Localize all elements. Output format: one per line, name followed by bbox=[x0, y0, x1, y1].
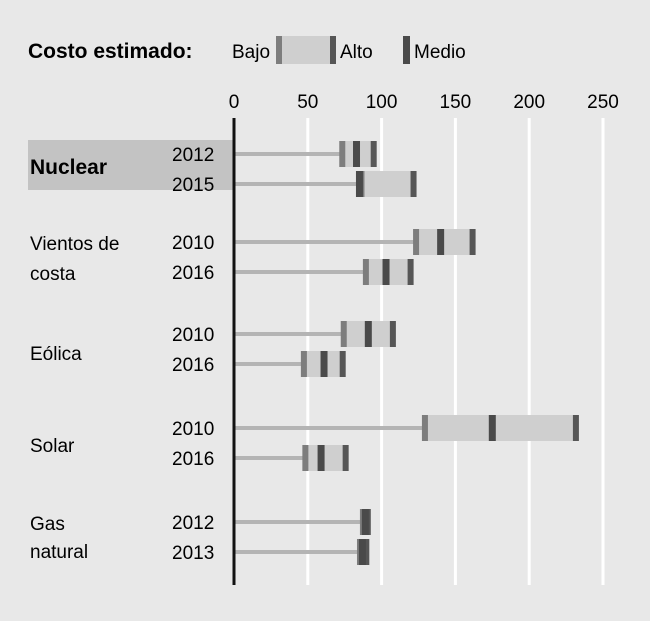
year-label: 2016 bbox=[172, 449, 214, 470]
category-highlight-band bbox=[28, 140, 234, 190]
legend-alto-marker bbox=[330, 36, 336, 64]
range-bar bbox=[414, 229, 475, 255]
year-label: 2015 bbox=[172, 175, 214, 196]
low-marker bbox=[421, 415, 428, 441]
mid-marker bbox=[364, 321, 372, 347]
low-marker bbox=[302, 445, 309, 471]
category-label: Gas bbox=[30, 514, 65, 535]
legend-bajo-marker bbox=[276, 36, 282, 64]
legend-medio-marker bbox=[403, 36, 410, 64]
high-marker bbox=[469, 229, 476, 255]
mid-marker bbox=[320, 351, 328, 377]
mid-marker bbox=[355, 171, 363, 197]
high-marker bbox=[389, 321, 396, 347]
year-label: 2012 bbox=[172, 513, 214, 534]
low-marker bbox=[300, 351, 307, 377]
x-tick-label: 150 bbox=[440, 92, 472, 113]
legend-range-swatch bbox=[282, 36, 330, 64]
x-tick-label: 250 bbox=[587, 92, 619, 113]
category-label: Vientos de bbox=[30, 234, 119, 255]
year-label: 2012 bbox=[172, 145, 214, 166]
low-marker bbox=[413, 229, 420, 255]
mid-marker bbox=[382, 259, 390, 285]
year-label: 2010 bbox=[172, 419, 214, 440]
high-marker bbox=[572, 415, 579, 441]
low-marker bbox=[339, 141, 346, 167]
high-marker bbox=[370, 141, 377, 167]
legend-alto-label: Alto bbox=[340, 42, 373, 63]
category-label: Solar bbox=[30, 436, 75, 457]
year-label: 2013 bbox=[172, 543, 214, 564]
low-marker bbox=[340, 321, 347, 347]
mid-marker bbox=[488, 415, 496, 441]
category-label: Eólica bbox=[30, 344, 82, 365]
mid-marker bbox=[437, 229, 445, 255]
chart-title: Costo estimado: bbox=[28, 40, 193, 63]
year-label: 2016 bbox=[172, 355, 214, 376]
category-label: natural bbox=[30, 542, 88, 563]
mid-marker bbox=[317, 445, 325, 471]
legend-bajo-label: Bajo bbox=[232, 42, 270, 63]
year-label: 2010 bbox=[172, 233, 214, 254]
mid-marker bbox=[358, 539, 366, 565]
high-marker bbox=[410, 171, 417, 197]
low-marker bbox=[362, 259, 369, 285]
year-label: 2016 bbox=[172, 263, 214, 284]
high-marker bbox=[363, 539, 370, 565]
category-label: costa bbox=[30, 264, 76, 285]
x-tick-label: 0 bbox=[229, 92, 240, 113]
year-label: 2010 bbox=[172, 325, 214, 346]
mid-marker bbox=[353, 141, 361, 167]
x-tick-label: 200 bbox=[513, 92, 545, 113]
range-bar bbox=[359, 171, 416, 197]
range-bar bbox=[303, 445, 348, 471]
high-marker bbox=[342, 445, 349, 471]
mid-marker bbox=[361, 509, 369, 535]
legend-medio-label: Medio bbox=[414, 42, 466, 63]
high-marker bbox=[407, 259, 414, 285]
x-tick-label: 50 bbox=[297, 92, 318, 113]
range-bar bbox=[422, 415, 578, 441]
x-tick-label: 100 bbox=[366, 92, 398, 113]
high-marker bbox=[339, 351, 346, 377]
category-label: Nuclear bbox=[30, 156, 107, 179]
